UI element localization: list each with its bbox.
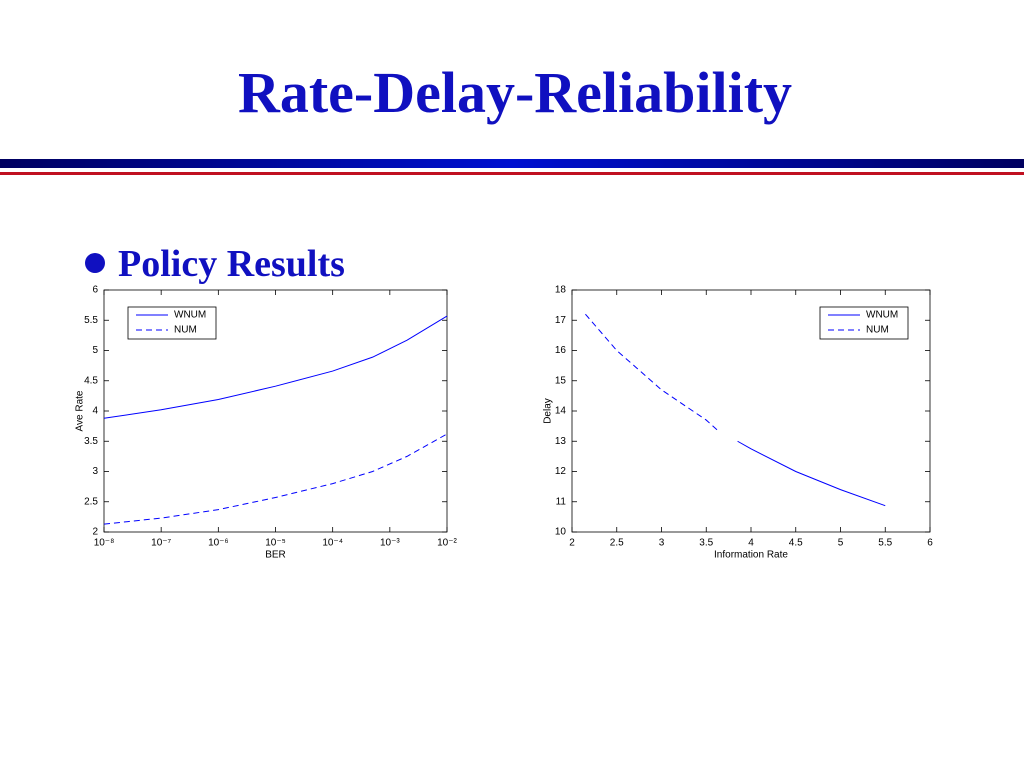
legend-box <box>819 306 909 340</box>
x-axis-label: Information Rate <box>714 550 788 561</box>
x-tick-label: 10⁻⁷ <box>151 538 171 549</box>
y-tick-label: 3.5 <box>84 436 98 447</box>
legend-label: NUM <box>866 325 889 336</box>
y-tick-label: 3 <box>92 466 98 477</box>
x-tick-label: 4.5 <box>789 538 803 549</box>
legend-label: WNUM <box>866 310 898 321</box>
y-tick-label: 11 <box>556 496 567 507</box>
y-tick-label: 17 <box>555 315 567 326</box>
title-rule <box>0 172 1024 175</box>
y-tick-label: 15 <box>555 375 567 386</box>
x-tick-label: 5.5 <box>878 538 892 549</box>
bullet-text: Policy Results <box>118 243 345 285</box>
y-tick-label: 18 <box>555 285 567 296</box>
y-tick-label: 6 <box>92 285 98 296</box>
y-tick-label: 2.5 <box>84 496 98 507</box>
x-tick-label: 4 <box>748 538 754 549</box>
legend-label: NUM <box>174 325 197 336</box>
y-tick-label: 5.5 <box>84 315 98 326</box>
x-tick-label: 3.5 <box>699 538 713 549</box>
y-tick-label: 4.5 <box>84 375 98 386</box>
series-line <box>585 313 721 433</box>
x-tick-label: 3 <box>659 538 665 549</box>
series-line <box>737 440 886 507</box>
x-tick-label: 10⁻⁵ <box>265 538 286 549</box>
series-line <box>103 433 448 525</box>
x-axis-label: BER <box>265 550 286 561</box>
x-tick-label: 10⁻⁸ <box>94 538 115 549</box>
y-axis-label: Delay <box>543 398 554 424</box>
x-tick-label: 10⁻⁴ <box>322 538 343 549</box>
title-band <box>0 159 1024 168</box>
y-tick-label: 10 <box>555 527 567 538</box>
y-tick-label: 4 <box>92 406 98 417</box>
y-tick-label: 13 <box>555 436 567 447</box>
slide-title: Rate-Delay-Reliability <box>238 60 792 125</box>
y-axis-label: Ave Rate <box>75 390 86 431</box>
y-tick-label: 14 <box>555 406 567 417</box>
x-tick-label: 10⁻³ <box>380 538 400 549</box>
y-tick-label: 2 <box>92 527 98 538</box>
x-tick-label: 6 <box>927 538 933 549</box>
x-tick-label: 2 <box>569 538 575 549</box>
x-tick-label: 10⁻² <box>437 538 457 549</box>
y-tick-label: 12 <box>555 466 567 477</box>
y-tick-label: 5 <box>92 345 98 356</box>
y-tick-label: 16 <box>555 345 567 356</box>
series-line <box>103 315 448 419</box>
bullet-dot <box>85 253 105 273</box>
legend-label: WNUM <box>174 310 206 321</box>
x-tick-label: 2.5 <box>610 538 624 549</box>
x-tick-label: 10⁻⁶ <box>208 538 229 549</box>
legend-box <box>127 306 217 340</box>
x-tick-label: 5 <box>838 538 844 549</box>
